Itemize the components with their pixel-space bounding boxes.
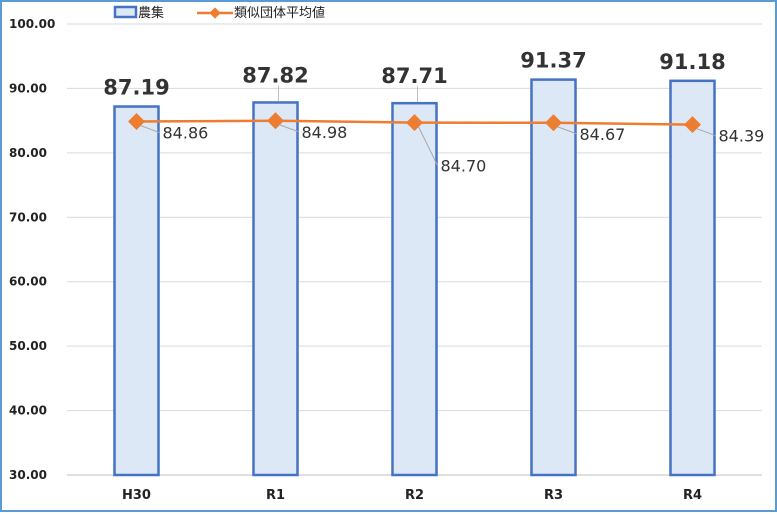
y-tick-label: 40.00 (9, 404, 47, 418)
x-tick-label: R4 (683, 488, 702, 503)
line-data-label: 84.98 (302, 123, 348, 142)
line-data-label: 84.39 (719, 127, 765, 146)
y-tick-label: 30.00 (9, 468, 47, 482)
line-label-leader (557, 126, 577, 135)
legend-label-bar: 農集 (138, 5, 164, 21)
line-data-label: 84.86 (163, 124, 209, 143)
y-tick-label: 80.00 (9, 146, 47, 160)
bar (391, 101, 438, 477)
bar-data-label: 87.82 (242, 63, 308, 87)
bar (530, 78, 577, 477)
bar-data-label: 91.37 (520, 49, 586, 73)
line-label-leader (418, 126, 438, 166)
line-data-label: 84.67 (580, 125, 626, 144)
bar (113, 105, 160, 477)
line-data-label: 84.70 (441, 157, 487, 176)
line-label-leader (279, 124, 299, 133)
bar-data-label: 87.71 (381, 64, 447, 88)
x-axis: H30 R1 R2 R3 R4 (122, 488, 702, 503)
legend-swatch-bar (113, 5, 138, 19)
line-series: 84.86 84.98 84.70 84.67 84.39 (128, 112, 765, 176)
x-tick-label: R2 (405, 488, 424, 503)
x-tick-label: H30 (122, 488, 151, 503)
legend-marker (209, 7, 221, 19)
y-tick-label: 100.00 (9, 17, 55, 31)
x-tick-label: R3 (544, 488, 563, 503)
y-tick-label: 70.00 (9, 210, 47, 224)
y-tick-label: 50.00 (9, 339, 47, 353)
line-label-leader (140, 125, 160, 134)
y-axis: 30.00 40.00 50.00 60.00 70.00 80.00 90.00 100.0… (9, 17, 55, 482)
y-tick-label: 90.00 (9, 81, 47, 95)
line-label-leader (696, 128, 716, 137)
bar-series: 87.19 87.82 87.71 91.37 91.18 (103, 49, 726, 477)
legend-label-line: 類似団体平均値 (234, 5, 325, 21)
bar-data-label: 91.18 (659, 50, 725, 74)
bar (669, 79, 716, 477)
y-tick-label: 60.00 (9, 275, 47, 289)
bar (252, 101, 299, 477)
bar-data-label: 87.19 (103, 76, 169, 100)
x-tick-label: R1 (266, 488, 285, 503)
legend: 農集 類似団体平均値 (113, 5, 325, 21)
